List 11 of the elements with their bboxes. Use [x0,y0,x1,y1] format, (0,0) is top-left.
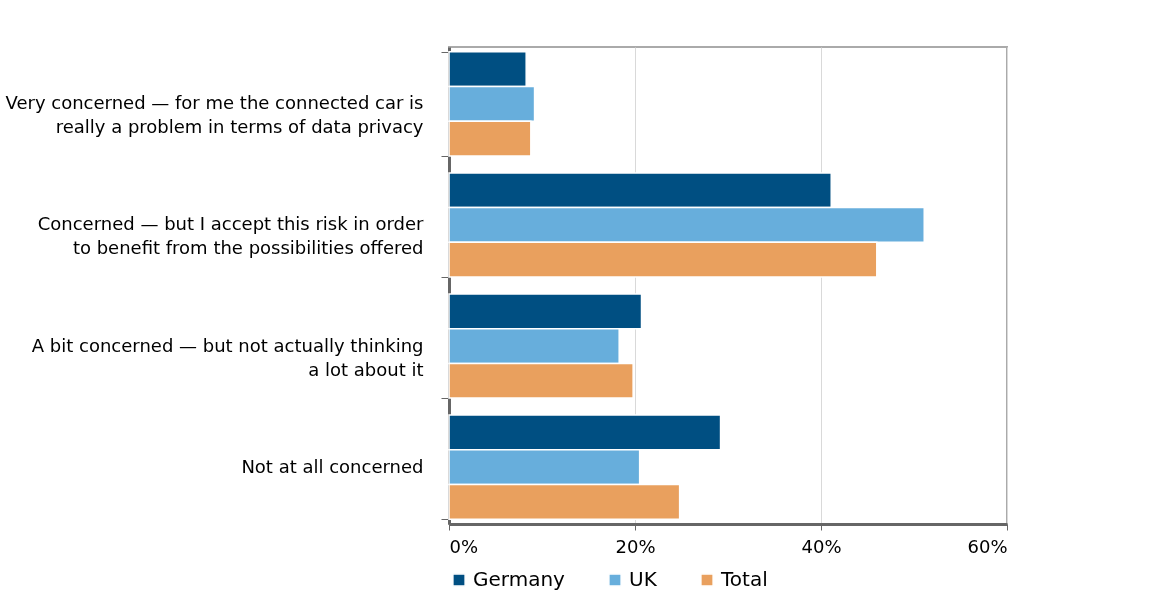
y-tick-label: A bit concerned — but not actually thinking a lot about it [31,334,424,380]
y-tick-label: Not at all concerned [241,455,424,477]
y-tick-label: Very concerned — for me the connected car is really a problem in terms of data privacy [5,92,424,138]
legend-label: Total [720,567,768,591]
y-tick-label: Concerned — but I accept this risk in order to benefit from the possibilities offered [37,213,425,259]
legend-label: UK [629,567,658,591]
x-tick-label: 40% [801,535,842,557]
x-tick-label: 20% [615,535,656,557]
x-tick-label: 0% [449,535,479,557]
x-tick-label: 60% [967,535,1008,557]
legend-label: Germany [473,567,566,591]
